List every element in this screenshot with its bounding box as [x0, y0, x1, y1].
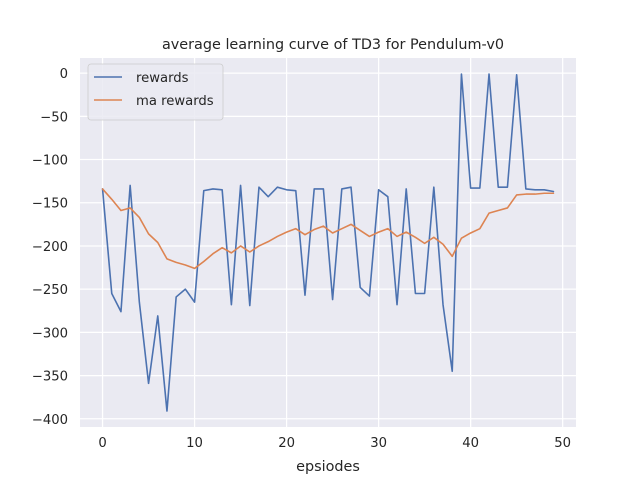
x-tick-label: 50: [554, 436, 571, 451]
legend: rewards ma rewards: [87, 63, 224, 121]
y-tick-label: −400: [32, 413, 68, 428]
y-tick-label: −200: [32, 240, 68, 255]
chart-title: average learning curve of TD3 for Pendul…: [162, 37, 504, 53]
x-tick-label: 30: [370, 436, 387, 451]
legend-label: ma rewards: [136, 94, 214, 109]
legend-label: rewards: [136, 71, 189, 86]
x-tick-label: 20: [278, 436, 295, 451]
legend-box: [87, 63, 224, 121]
x-tick-label: 0: [98, 436, 106, 451]
axis-ticks: 0 10 20 30 40 50 0 −50 −100 −150 −200 −250 −300 −350 −…: [32, 67, 571, 451]
y-tick-label: −300: [32, 326, 68, 341]
y-tick-label: 0: [60, 67, 68, 82]
series-lines: [101, 73, 555, 412]
y-tick-label: −350: [32, 370, 68, 385]
y-tick-label: −50: [40, 110, 68, 125]
x-axis-label: epsiodes: [296, 459, 360, 475]
y-tick-label: −250: [32, 283, 68, 298]
x-tick-label: 10: [186, 436, 203, 451]
y-tick-label: −100: [32, 154, 68, 169]
series-line-rewards: [101, 73, 555, 412]
series-line-ma-rewards: [101, 188, 555, 270]
y-tick-label: −150: [32, 197, 68, 212]
x-tick-label: 40: [462, 436, 479, 451]
